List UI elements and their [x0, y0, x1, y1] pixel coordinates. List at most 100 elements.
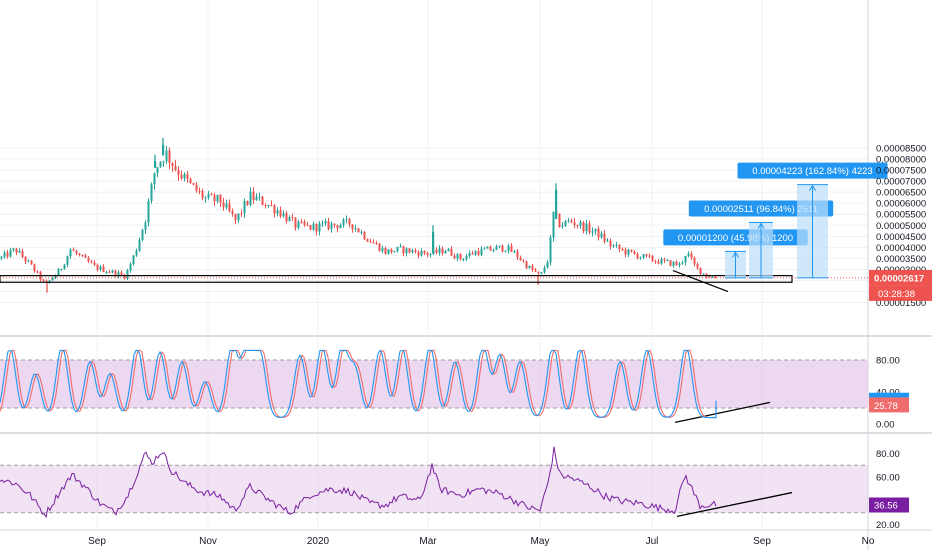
candle-down: [90, 261, 93, 263]
candle-spike-body: [162, 144, 165, 156]
time-tick-label: 2020: [307, 536, 330, 547]
candle-down: [489, 246, 492, 251]
candle-down: [459, 253, 462, 260]
candle-up: [687, 253, 690, 256]
candle-down: [171, 162, 174, 167]
candle-down: [501, 245, 504, 252]
last-price-label: 0.00002617: [874, 273, 924, 284]
price-tick-label: 0.00005000: [876, 221, 926, 232]
candle-up: [672, 261, 675, 266]
candle-up: [615, 244, 618, 246]
candle-up: [339, 225, 342, 229]
candle-down: [573, 221, 576, 226]
candle-up: [135, 250, 138, 256]
candle-down: [78, 253, 81, 256]
candle-up: [330, 223, 333, 230]
candle-down: [663, 259, 666, 261]
candle-up: [486, 246, 489, 249]
candle-up: [99, 266, 102, 270]
candle-up: [468, 253, 471, 256]
price-tick-label: 0.00008500: [876, 143, 926, 154]
candle-down: [84, 255, 87, 258]
candle-down: [87, 257, 90, 262]
candle-down: [636, 253, 639, 259]
candle-down: [174, 166, 177, 170]
candle-up: [129, 264, 132, 271]
candle-up: [456, 253, 459, 259]
candle-down: [42, 279, 45, 281]
candle-up: [483, 248, 486, 250]
time-tick-label: May: [531, 536, 550, 547]
candle-down: [93, 262, 96, 265]
candle-up: [48, 280, 51, 283]
candle-up: [255, 196, 258, 201]
price-tick-label: 0.00004500: [876, 232, 926, 243]
candle-up: [579, 222, 582, 226]
candle-down: [654, 260, 657, 262]
candle-up: [528, 265, 531, 269]
price-tick-label: 0.00007000: [876, 177, 926, 188]
indicator-lines: [0, 349, 717, 519]
candle-down: [189, 178, 192, 184]
candle-down: [426, 253, 429, 255]
candle-down: [210, 194, 213, 196]
candle-down: [369, 241, 372, 243]
candle-up: [492, 250, 495, 252]
candle-up: [681, 262, 684, 264]
candle-down: [327, 221, 330, 230]
candle-down: [714, 276, 717, 279]
candle-down: [177, 169, 180, 175]
price-tick-label: 0.00008000: [876, 155, 926, 166]
candle-up: [420, 250, 423, 256]
candle-down: [624, 249, 627, 255]
candle-up: [606, 240, 609, 242]
price-tick-label: 0.00004000: [876, 243, 926, 254]
stoch-trendline: [674, 401, 771, 424]
candle-up: [342, 219, 345, 226]
candle-spike-body: [432, 231, 435, 254]
candle-up: [204, 197, 207, 199]
price-candles: [0, 138, 717, 293]
candle-up: [354, 228, 357, 230]
candle-up: [462, 259, 465, 261]
candle-up: [267, 205, 270, 207]
candle-down: [570, 220, 573, 222]
candle-up: [513, 251, 516, 253]
candle-down: [384, 248, 387, 254]
candle-down: [246, 201, 249, 205]
candle-down: [582, 222, 585, 232]
candle-down: [690, 253, 693, 258]
candle-up: [162, 161, 165, 163]
candle-up: [12, 248, 15, 251]
candle-up: [132, 255, 135, 265]
candle-up: [312, 223, 315, 230]
candle-down: [597, 228, 600, 238]
candle-up: [207, 194, 210, 198]
candle-down: [336, 225, 339, 229]
candle-up: [3, 252, 6, 257]
candle-up: [447, 248, 450, 252]
candle-down: [108, 271, 111, 273]
candle-up: [318, 223, 321, 232]
candle-up: [150, 184, 153, 202]
candle-down: [363, 231, 366, 240]
candle-down: [102, 266, 105, 272]
candle-down: [537, 271, 540, 273]
candle-up: [126, 270, 129, 279]
support-zone-box: [0, 275, 793, 283]
candle-up: [561, 225, 564, 227]
candle-up: [585, 223, 588, 232]
candle-down: [201, 190, 204, 199]
candle-down: [651, 255, 654, 261]
candle-up: [438, 248, 441, 253]
candle-up: [147, 201, 150, 223]
candle-down: [609, 240, 612, 247]
candle-up: [183, 174, 186, 179]
candle-down: [294, 217, 297, 228]
candle-down: [240, 213, 243, 215]
stoch-d-tag: [869, 397, 909, 413]
candle-up: [507, 245, 510, 251]
candle-down: [195, 184, 198, 191]
